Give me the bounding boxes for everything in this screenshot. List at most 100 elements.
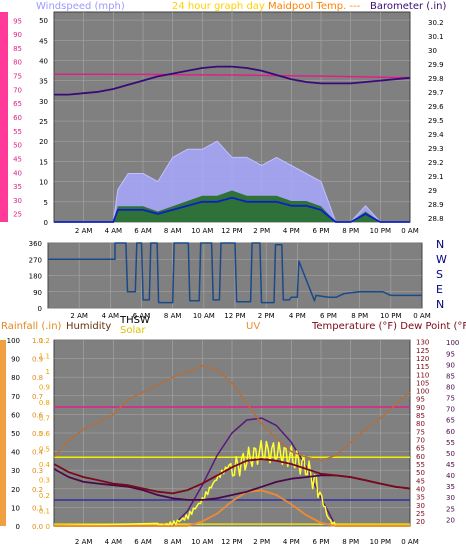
temp-axis-tick-label: 85	[416, 412, 425, 420]
top-left-inner-tick-label: 50	[39, 17, 48, 25]
rain-axis-tick-label: 0.0	[32, 523, 43, 531]
bottom-xtick-label: 0 AM	[401, 538, 419, 546]
humidity-axis-tick-label: 30	[11, 467, 20, 475]
top-left-outer-tick-label: 35	[13, 183, 22, 191]
bottom-xtick-label: 6 AM	[134, 538, 152, 546]
top-xtick-label: 2 PM	[253, 227, 270, 235]
top-left-inner-tick-label: 10	[39, 179, 48, 187]
humidity-axis-tick-label: 60	[11, 411, 20, 419]
dew-axis-tick-label: 25	[446, 505, 455, 513]
dew-axis-tick-label: 40	[446, 472, 455, 480]
top-xtick-label: 0 AM	[401, 227, 419, 235]
uv-axis-tick-label: 0.3	[39, 477, 50, 485]
dew-axis-tick-label: 100	[446, 339, 459, 347]
rain-axis-tick-label: 0.5	[32, 430, 43, 438]
humidity-axis-tick-label: 20	[11, 486, 20, 494]
dew-axis-tick-label: 55	[446, 439, 455, 447]
temp-axis-tick-label: 70	[416, 437, 425, 445]
top-left-outer-tick-label: 60	[13, 114, 22, 122]
mid-xtick-label: 0 AM	[413, 312, 431, 320]
solar-max-line	[54, 417, 410, 527]
temp-axis-tick-label: 110	[416, 371, 429, 379]
temp-axis-tick-label: 50	[416, 469, 425, 477]
rain-axis-tick-label: 0.7	[32, 393, 43, 401]
bottom-xtick-label: 8 AM	[164, 538, 182, 546]
compass-n-bottom: N	[436, 298, 444, 311]
uv-axis-tick-label: 0.8	[39, 399, 50, 407]
temp-axis-tick-label: 20	[416, 518, 425, 526]
top-xtick-label: 4 PM	[283, 227, 300, 235]
direction-panel: 0 90 180 270 360 2 AM 4 AM 6 AM 8 AM 10 AM 12 PM 2 …	[29, 240, 431, 320]
top-right-tick-label: 30.2	[428, 19, 444, 27]
dew-axis-tick-label: 75	[446, 395, 455, 403]
uv-axis-tick-label: 0.9	[39, 384, 50, 392]
bottom-xtick-label: 4 PM	[283, 538, 300, 546]
top-xtick-label: 6 AM	[134, 227, 152, 235]
uv-axis-tick-label: 0.6	[39, 430, 51, 438]
mid-left-tick-label: 0	[38, 305, 42, 313]
top-left-outer-tick-label: 40	[13, 169, 22, 177]
dew-axis-tick-label: 35	[446, 483, 455, 491]
mid-left-tick-label: 180	[29, 273, 42, 281]
top-xtick-label: 8 PM	[342, 227, 359, 235]
dew-axis-tick-label: 60	[446, 428, 455, 436]
top-xtick-label: 10 AM	[191, 227, 213, 235]
thsw-label: THSW	[119, 315, 150, 326]
bottom-xtick-label: 4 AM	[105, 538, 123, 546]
rain-axis-tick-label: 0.3	[32, 467, 43, 475]
temp-axis-tick-label: 130	[416, 339, 429, 347]
humidity-axis-tick-label: 80	[11, 374, 20, 382]
top-right-tick-label: 29.9	[428, 61, 444, 69]
temperature-line	[53, 458, 411, 495]
humidity-label: Humidity	[66, 321, 111, 332]
humidity-axis-tick-label: 40	[11, 449, 20, 457]
top-right-tick-label: 29	[428, 187, 437, 195]
mid-xtick-label: 2 PM	[258, 312, 275, 320]
uv-axis-tick-label: 1.2	[39, 337, 50, 345]
top-left-outer-tick-label: 25	[13, 211, 22, 219]
bottom-xtick-label: 6 PM	[313, 538, 330, 546]
top-left-outer-tick-label: 50	[13, 142, 22, 150]
overlay-label: Maidpool Temp. ---	[268, 1, 361, 12]
temp-axis-tick-label: 25	[416, 510, 425, 518]
dew-axis-tick-label: 50	[446, 450, 455, 458]
bottom-xtick-label: 10 PM	[370, 538, 391, 546]
bottom-xtick-label: 12 PM	[221, 538, 242, 546]
temp-axis-tick-label: 65	[416, 445, 425, 453]
temp-axis-tick-label: 60	[416, 453, 425, 461]
temp-axis-tick-label: 125	[416, 347, 429, 355]
top-left-outer-tick-label: 85	[13, 45, 22, 53]
top-left-inner-tick-label: 5	[44, 199, 48, 207]
top-left-outer-tick-label: 55	[13, 128, 22, 136]
temp-axis-tick-label: 90	[416, 404, 425, 412]
top-left-outer-tick-label: 75	[13, 73, 22, 81]
top-xtick-label: 12 PM	[221, 227, 242, 235]
top-left-outer-tick-label: 45	[13, 155, 22, 163]
mid-xtick-label: 4 AM	[102, 312, 120, 320]
dew-axis-tick-label: 85	[446, 372, 455, 380]
dew-axis-tick-label: 65	[446, 417, 455, 425]
rain-axis-tick-label: 0.4	[32, 449, 44, 457]
rain-axis-tick-label: 1.0	[32, 337, 43, 345]
mid-xtick-label: 6 AM	[133, 312, 151, 320]
uv-axis-tick-label: 0.4	[39, 461, 51, 469]
rain-axis-tick-label: 0.8	[32, 374, 43, 382]
humidity-axis-tick-label: 50	[11, 430, 20, 438]
top-left-inner-tick-label: 0	[44, 219, 48, 227]
compass-w: W	[436, 253, 447, 266]
top-right-tick-label: 29.7	[428, 89, 444, 97]
temp-axis-tick-label: 75	[416, 428, 425, 436]
top-left-inner-tick-label: 40	[39, 57, 48, 65]
barometer-label: Barometer (.in)	[370, 1, 446, 12]
wind-avg-line	[54, 196, 410, 223]
uv-axis-tick-label: 0.2	[39, 492, 50, 500]
top-left-inner-tick-label: 35	[39, 78, 48, 86]
top-right-tick-label: 30.1	[428, 33, 444, 41]
rain-axis-tick-label: 0.6	[32, 411, 44, 419]
mid-left-tick-label: 90	[33, 289, 42, 297]
temp-axis-tick-label: 35	[416, 494, 425, 502]
humidity-axis-tick-label: 100	[7, 337, 20, 345]
bottom-xtick-label: 2 AM	[75, 538, 93, 546]
top-panel: 25 30 35 40 45 50 55 60 65 70 75 80 85 90 95 0 5 10 15 20 25…	[0, 11, 444, 235]
